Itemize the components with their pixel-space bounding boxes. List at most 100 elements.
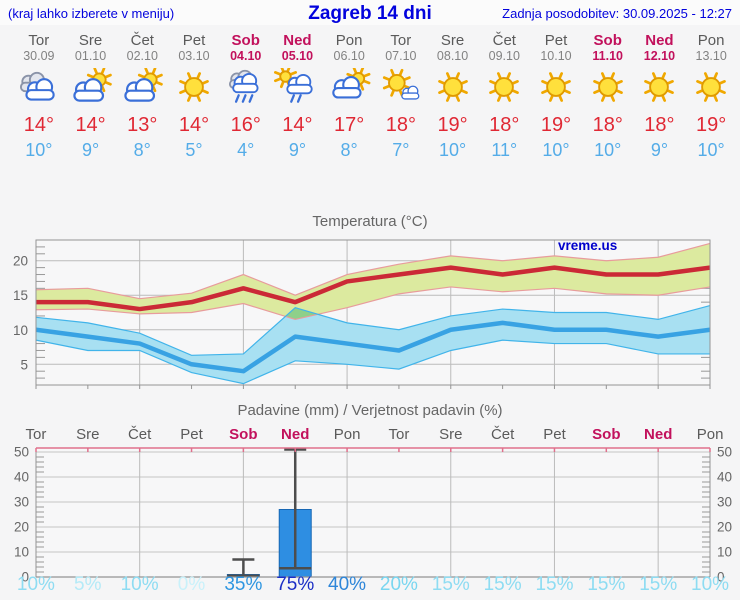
min-temperature: 10° — [697, 140, 725, 160]
precip-probability-value: 15% — [639, 574, 678, 595]
day-date: 13.10 — [695, 49, 727, 63]
precip-probability-value: 5% — [74, 574, 102, 595]
sunny-icon — [592, 72, 623, 102]
weather-icon-cell — [68, 64, 114, 110]
day-date: 01.10 — [74, 49, 107, 63]
max-temperature: 18° — [385, 114, 416, 136]
last-updated-label: Zadnja posodobitev: 30.09.2025 - 12:27 — [502, 6, 732, 21]
precip-y-tick-left: 50 — [14, 445, 29, 460]
day-date: 10.10 — [540, 49, 572, 63]
precip-probability-value: 40% — [328, 574, 367, 595]
raindrop-line — [234, 94, 240, 103]
max-temperature: 19° — [437, 114, 468, 136]
forecast-day-column[interactable]: Ned 12.10 18° 9° — [634, 32, 686, 164]
precip-day-label: Pon — [333, 426, 361, 443]
precip-y-tick-right: 10 — [717, 545, 732, 560]
day-date: 08.10 — [436, 49, 469, 63]
precip-y-tick-left: 40 — [14, 470, 29, 485]
forecast-day-column[interactable]: Pon 06.10 17° 8° — [323, 32, 375, 164]
cloud-sun-icon — [332, 68, 371, 99]
forecast-day-column[interactable]: Sre 01.10 14° 9° — [65, 32, 117, 164]
forecast-day-column[interactable]: Tor 30.09 14° 10° — [13, 32, 65, 164]
forecast-day-column[interactable]: Sre 08.10 19° 10° — [427, 32, 479, 164]
min-temperature: 8° — [133, 140, 151, 160]
day-name: Ned — [645, 32, 674, 49]
sunny-icon — [489, 72, 520, 102]
day-name: Pet — [544, 32, 568, 49]
max-temperature: 19° — [540, 114, 572, 136]
weather-icon-cell — [378, 64, 424, 110]
day-name: Sre — [78, 32, 103, 49]
day-date: 03.10 — [178, 49, 210, 63]
max-temperature: 18° — [644, 114, 675, 136]
sun-shape — [437, 72, 468, 102]
cloud-shape — [332, 76, 362, 99]
day-name: Pon — [335, 32, 363, 49]
day-date: 07.10 — [385, 49, 417, 63]
precip-probability-row: 10% 5% 10% 0% 35% 75% 40% 20% 15% 15% 15% 15% 15% 10% — [10, 574, 736, 596]
precip-y-tick-left: 0 — [21, 570, 29, 585]
precip-day-label: Sre — [76, 426, 100, 443]
precip-y-tick-left: 10 — [14, 545, 29, 560]
min-temperature: 9° — [81, 140, 100, 160]
forecast-day-column[interactable]: Čet 02.10 13° 8° — [116, 32, 168, 164]
min-temperature: 4° — [237, 140, 255, 160]
forecast-day-column[interactable]: Pet 03.10 14° 5° — [168, 32, 220, 164]
day-date: 09.10 — [488, 49, 520, 63]
day-name: Sob — [593, 32, 622, 49]
precip-probability-value: 75% — [276, 574, 315, 595]
cloud-shape — [72, 78, 104, 102]
sun-shape — [644, 72, 675, 102]
day-date: 02.10 — [126, 49, 158, 63]
cloud-shape — [231, 72, 259, 94]
temperature-chart: 5 10 15 20 — [13, 239, 711, 389]
sunny-icon — [696, 72, 726, 102]
weather-icon-cell — [223, 64, 269, 110]
day-name: Tor — [28, 32, 50, 49]
precip-probability-value: 20% — [379, 574, 418, 595]
max-temperature: 14° — [75, 114, 106, 136]
precip-y-tick-right: 50 — [717, 445, 732, 460]
raindrop-line — [290, 94, 296, 103]
day-date: 04.10 — [230, 49, 262, 63]
min-temperature: 5° — [185, 140, 203, 160]
sun-rain-icon — [274, 68, 314, 103]
weather-icon-cell — [688, 64, 734, 110]
precip-y-tick-right: 40 — [717, 470, 732, 485]
weather-icon-cell — [481, 64, 527, 110]
weather-icon-cell — [533, 64, 579, 110]
precip-y-tick-left: 30 — [14, 495, 29, 510]
cloud-shape — [286, 73, 314, 95]
max-temperature: 14° — [23, 114, 54, 136]
day-name: Čet — [130, 32, 154, 49]
forecast-day-column[interactable]: Tor 07.10 18° 7° — [375, 32, 427, 164]
watermark-link[interactable]: vreme.us — [558, 238, 618, 253]
min-temp-line — [35, 320, 711, 374]
precip-probability-value: 15% — [483, 574, 522, 595]
precip-probability-value: 15% — [587, 574, 626, 595]
max-temperature: 18° — [592, 114, 623, 136]
forecast-day-column[interactable]: Sob 04.10 16° 4° — [220, 32, 272, 164]
precip-probability-value: 10% — [16, 574, 55, 595]
max-temperature: 18° — [489, 114, 520, 136]
min-temperature: 9° — [650, 140, 669, 160]
forecast-day-column[interactable]: Pon 13.10 19° 10° — [685, 32, 737, 164]
min-temperature: 10° — [438, 140, 467, 160]
weather-icon-cell — [636, 64, 682, 110]
forecast-day-column[interactable]: Sob 11.10 18° 10° — [582, 32, 634, 164]
max-temp-line — [36, 265, 711, 312]
forecast-day-column[interactable]: Ned 05.10 14° 9° — [272, 32, 324, 164]
forecast-day-column[interactable]: Pet 10.10 19° 10° — [530, 32, 582, 164]
day-name: Pet — [182, 32, 206, 49]
precip-day-label: Pon — [696, 426, 724, 443]
day-date: 11.10 — [592, 49, 623, 63]
cloudy-icon — [19, 71, 55, 101]
forecast-day-column[interactable]: Čet 09.10 18° 11° — [478, 32, 530, 164]
cloud-shape — [401, 85, 420, 100]
precip-day-label: Čet — [490, 426, 515, 443]
precip-probability-value: 35% — [224, 574, 263, 595]
weather-icon-cell — [119, 64, 165, 110]
rain-icon — [228, 69, 259, 103]
precip-probability-value: 15% — [535, 574, 574, 595]
